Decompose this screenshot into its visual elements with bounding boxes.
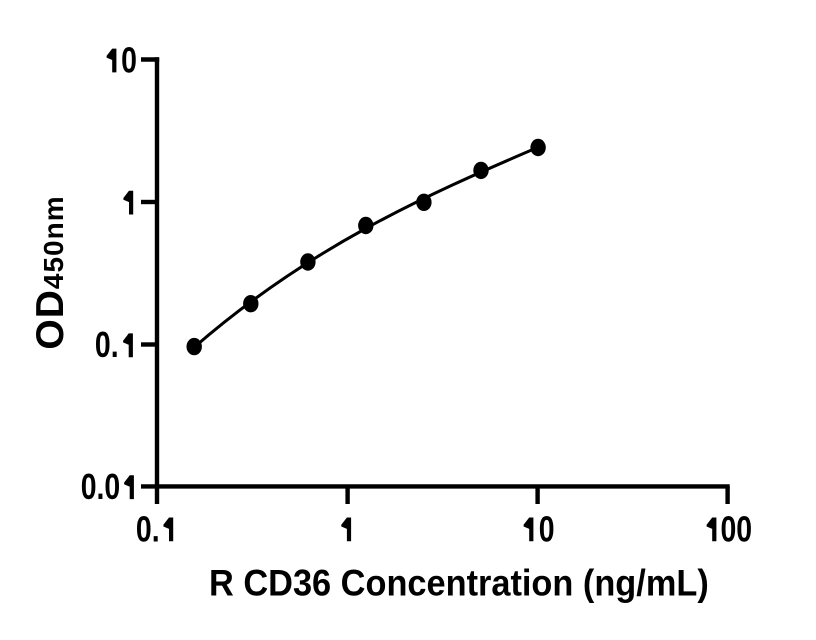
svg-text:0.: 0. bbox=[136, 509, 160, 549]
svg-text:0: 0 bbox=[121, 40, 137, 80]
svg-text:0: 0 bbox=[539, 509, 555, 549]
svg-text:OD450nm: OD450nm bbox=[29, 195, 72, 349]
svg-text:00: 00 bbox=[720, 509, 752, 549]
svg-text:0.0: 0.0 bbox=[81, 467, 121, 507]
svg-text:0.: 0. bbox=[95, 325, 119, 365]
svg-text:R CD36 Concentration (ng/mL): R CD36 Concentration (ng/mL) bbox=[209, 562, 709, 603]
